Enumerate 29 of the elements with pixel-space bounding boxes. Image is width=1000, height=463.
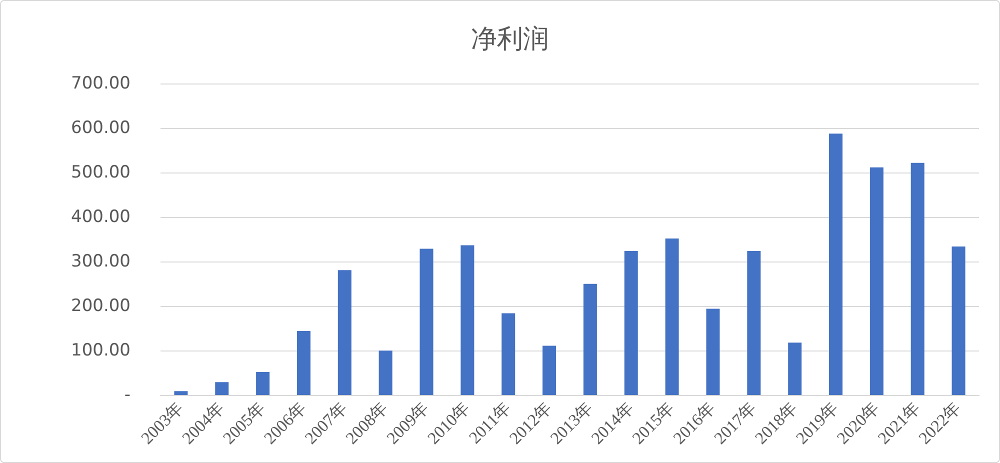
y-tick-label: 700.00 (71, 74, 130, 94)
y-tick-label: 400.00 (71, 207, 130, 228)
y-tick-label: 100.00 (71, 340, 130, 360)
bar (256, 372, 270, 396)
bar (910, 162, 924, 396)
bar (829, 134, 843, 396)
bar (378, 350, 392, 396)
bar (665, 238, 679, 396)
chart-title: 净利润 (471, 24, 549, 54)
bar (338, 270, 352, 396)
bar (624, 250, 638, 396)
y-tick-label: 600.00 (71, 118, 130, 138)
bar (706, 308, 720, 396)
bar (420, 248, 434, 396)
bar (174, 391, 188, 396)
bar (215, 382, 229, 396)
bar (747, 250, 761, 396)
bar (296, 331, 310, 396)
bar (788, 342, 802, 396)
bar (583, 284, 597, 396)
bar (460, 245, 474, 396)
y-tick-label: 500.00 (71, 162, 130, 183)
y-tick-label: - (124, 384, 130, 405)
y-tick-label: 300.00 (71, 252, 130, 272)
bar (502, 313, 516, 396)
bar (542, 346, 556, 396)
bar (952, 246, 966, 396)
bar (870, 167, 884, 396)
y-tick-label: 200.00 (71, 296, 130, 316)
